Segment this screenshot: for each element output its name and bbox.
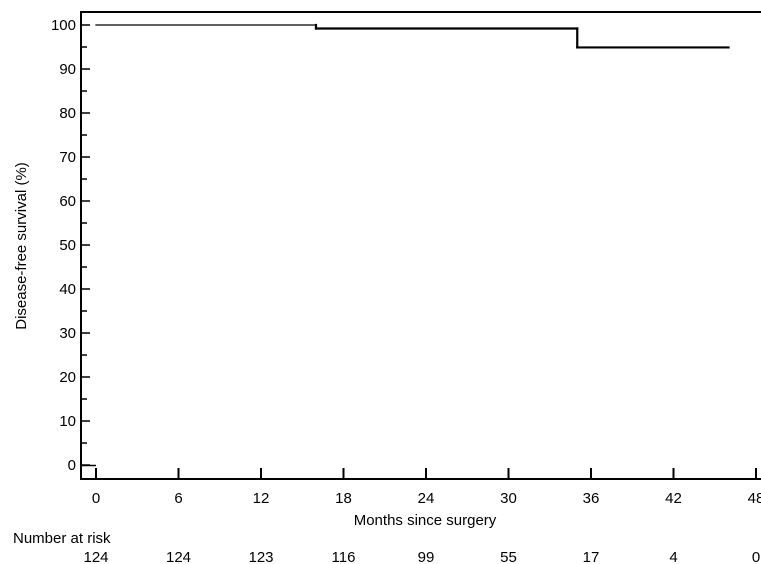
y-tick-label: 70 (59, 149, 76, 166)
number-at-risk-value: 99 (418, 549, 435, 564)
y-tick-label: 80 (59, 105, 76, 122)
x-axis-ticks: 0 6 12 18 24 30 36 42 48 (92, 468, 761, 507)
x-tick-label: 48 (748, 490, 761, 507)
number-at-risk-value: 123 (248, 549, 273, 564)
y-tick-label: 50 (59, 237, 76, 254)
y-tick-label: 60 (59, 193, 76, 210)
survival-series (81, 23, 730, 467)
y-axis-ticks: 0 10 20 30 40 50 60 70 80 90 100 (51, 17, 90, 474)
y-tick-label: 30 (59, 325, 76, 342)
y-tick-label: 10 (59, 413, 76, 430)
x-tick-label: 42 (665, 490, 682, 507)
x-tick-label: 36 (583, 490, 600, 507)
y-tick-label: 0 (68, 457, 76, 474)
y-axis-title: Disease-free survival (%) (13, 162, 30, 330)
number-at-risk-value: 17 (583, 549, 600, 564)
number-at-risk-label: Number at risk (13, 530, 111, 547)
y-tick-label: 100 (51, 17, 76, 34)
x-tick-label: 18 (335, 490, 352, 507)
x-tick-label: 6 (174, 490, 182, 507)
number-at-risk-value: 0 (752, 549, 760, 564)
y-tick-label: 20 (59, 369, 76, 386)
number-at-risk-row: 124 124 123 116 99 55 17 4 0 (83, 549, 760, 564)
x-tick-label: 12 (253, 490, 270, 507)
x-tick-label: 0 (92, 490, 100, 507)
number-at-risk-value: 124 (83, 549, 108, 564)
y-tick-label: 40 (59, 281, 76, 298)
x-tick-label: 24 (418, 490, 435, 507)
x-axis-title: Months since surgery (354, 512, 497, 529)
number-at-risk-value: 55 (500, 549, 517, 564)
number-at-risk-value: 124 (166, 549, 191, 564)
x-tick-label: 30 (500, 490, 517, 507)
y-tick-label: 90 (59, 61, 76, 78)
number-at-risk-value: 4 (669, 549, 677, 564)
number-at-risk-value: 116 (332, 549, 356, 564)
